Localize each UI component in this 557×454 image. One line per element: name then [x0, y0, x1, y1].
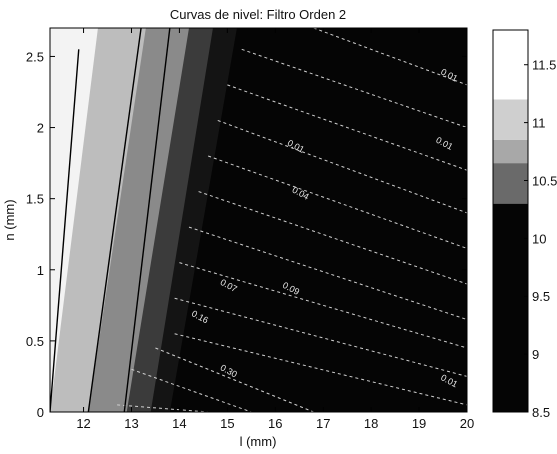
solid-contour-line: [123, 28, 171, 412]
dashed-contour-line: [174, 297, 467, 377]
y-tick-label: 0.5: [26, 334, 44, 349]
x-tick-label: 12: [76, 416, 90, 431]
x-tick-label: 20: [460, 416, 474, 431]
dashed-contour-line: [241, 48, 467, 129]
x-tick-label: 14: [172, 416, 186, 431]
plot-area: 0.010.01 0.010.040.07 0.090.160.300.01: [50, 28, 467, 412]
y-tick-label: 1.5: [26, 192, 44, 207]
dashed-contour-line: [155, 347, 314, 412]
colorbar-frame: [492, 29, 529, 413]
solid-contour-line: [87, 28, 142, 412]
y-axis-label: n (mm): [2, 199, 17, 240]
colorbar-segments: [493, 30, 528, 412]
x-axis-ticks: 12 13 14 15 16 17 18 19 20: [76, 28, 474, 431]
x-axis-label: l (mm): [240, 434, 277, 449]
colorbar-segment: [493, 163, 528, 204]
colorbar-tick-label: 11: [532, 116, 546, 131]
dashed-contours: [117, 28, 467, 412]
colorbar-segment: [493, 30, 528, 100]
dashed-contour-line: [188, 226, 467, 321]
colorbar-tick-label: 9.5: [532, 289, 550, 304]
x-tick-label: 19: [412, 416, 426, 431]
dashed-contour-line: [198, 191, 467, 285]
y-tick-label: 1: [37, 263, 44, 278]
colorbar-segment: [493, 139, 528, 164]
dashed-contour-line: [217, 119, 467, 214]
y-axis-ticks: 0 0.5 1 1.5 2 2.5: [26, 49, 467, 420]
contour-band: [50, 28, 98, 412]
colorbar-tick-label: 10: [532, 231, 546, 246]
x-tick-label: 15: [220, 416, 234, 431]
y-tick-label: 2.5: [26, 49, 44, 64]
bands-layer: [50, 28, 237, 412]
x-tick-label: 16: [268, 416, 282, 431]
colorbar-segment: [493, 99, 528, 140]
x-tick-label: 13: [124, 416, 138, 431]
x-tick-label: 18: [364, 416, 378, 431]
dashed-contour-line: [227, 84, 467, 171]
dashed-contour-line: [179, 262, 467, 349]
dashed-contour-line: [208, 155, 467, 249]
colorbar-segment: [493, 203, 528, 412]
x-tick-label: 17: [316, 416, 330, 431]
y-tick-label: 2: [37, 121, 44, 136]
plot-frame: [49, 27, 468, 413]
colorbar-ticks: 8.5 9 9.5 10 10.5 11 11.5: [524, 58, 557, 420]
colorbar-tick-label: 11.5: [532, 58, 556, 73]
chart-title: Curvas de nivel: Filtro Orden 2: [170, 7, 346, 22]
colorbar-tick-label: 8.5: [532, 405, 550, 420]
colorbar-tick-label: 9: [532, 347, 539, 362]
solid-contour-line: [50, 49, 80, 412]
y-tick-label: 0: [37, 405, 44, 420]
dashed-contour-line: [174, 333, 467, 406]
colorbar: 8.5 9 9.5 10 10.5 11 11.5: [492, 29, 557, 420]
colorbar-tick-label: 10.5: [532, 173, 557, 188]
solid-contours: [50, 28, 171, 412]
